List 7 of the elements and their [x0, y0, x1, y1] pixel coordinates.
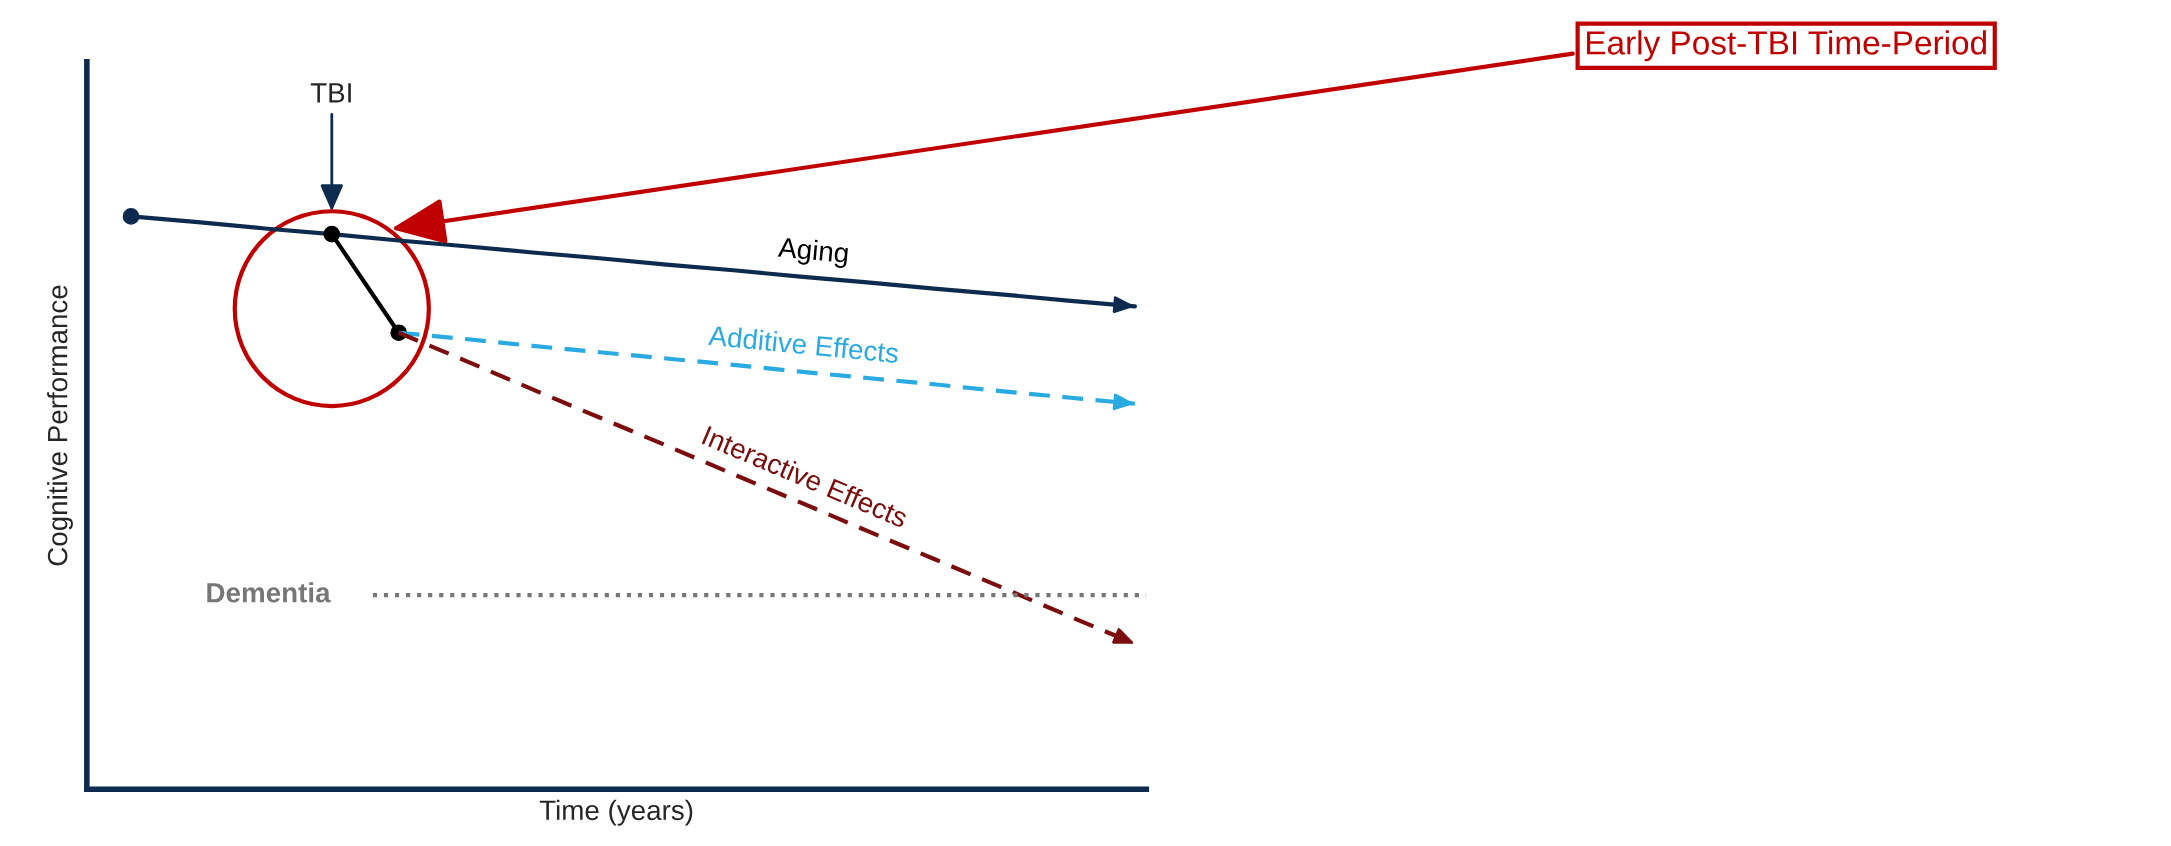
text: TBI	[310, 83, 351, 103]
text: Additive Effects	[707, 324, 899, 364]
x-axis-title: Time (years)	[539, 799, 693, 826]
text: Early Post-TBI Time-Period	[1587, 30, 1986, 62]
text: Aging	[777, 236, 849, 269]
y-axis-title: Cognitive Performance	[47, 285, 73, 566]
ref-line-label: Dementia	[207, 582, 331, 603]
